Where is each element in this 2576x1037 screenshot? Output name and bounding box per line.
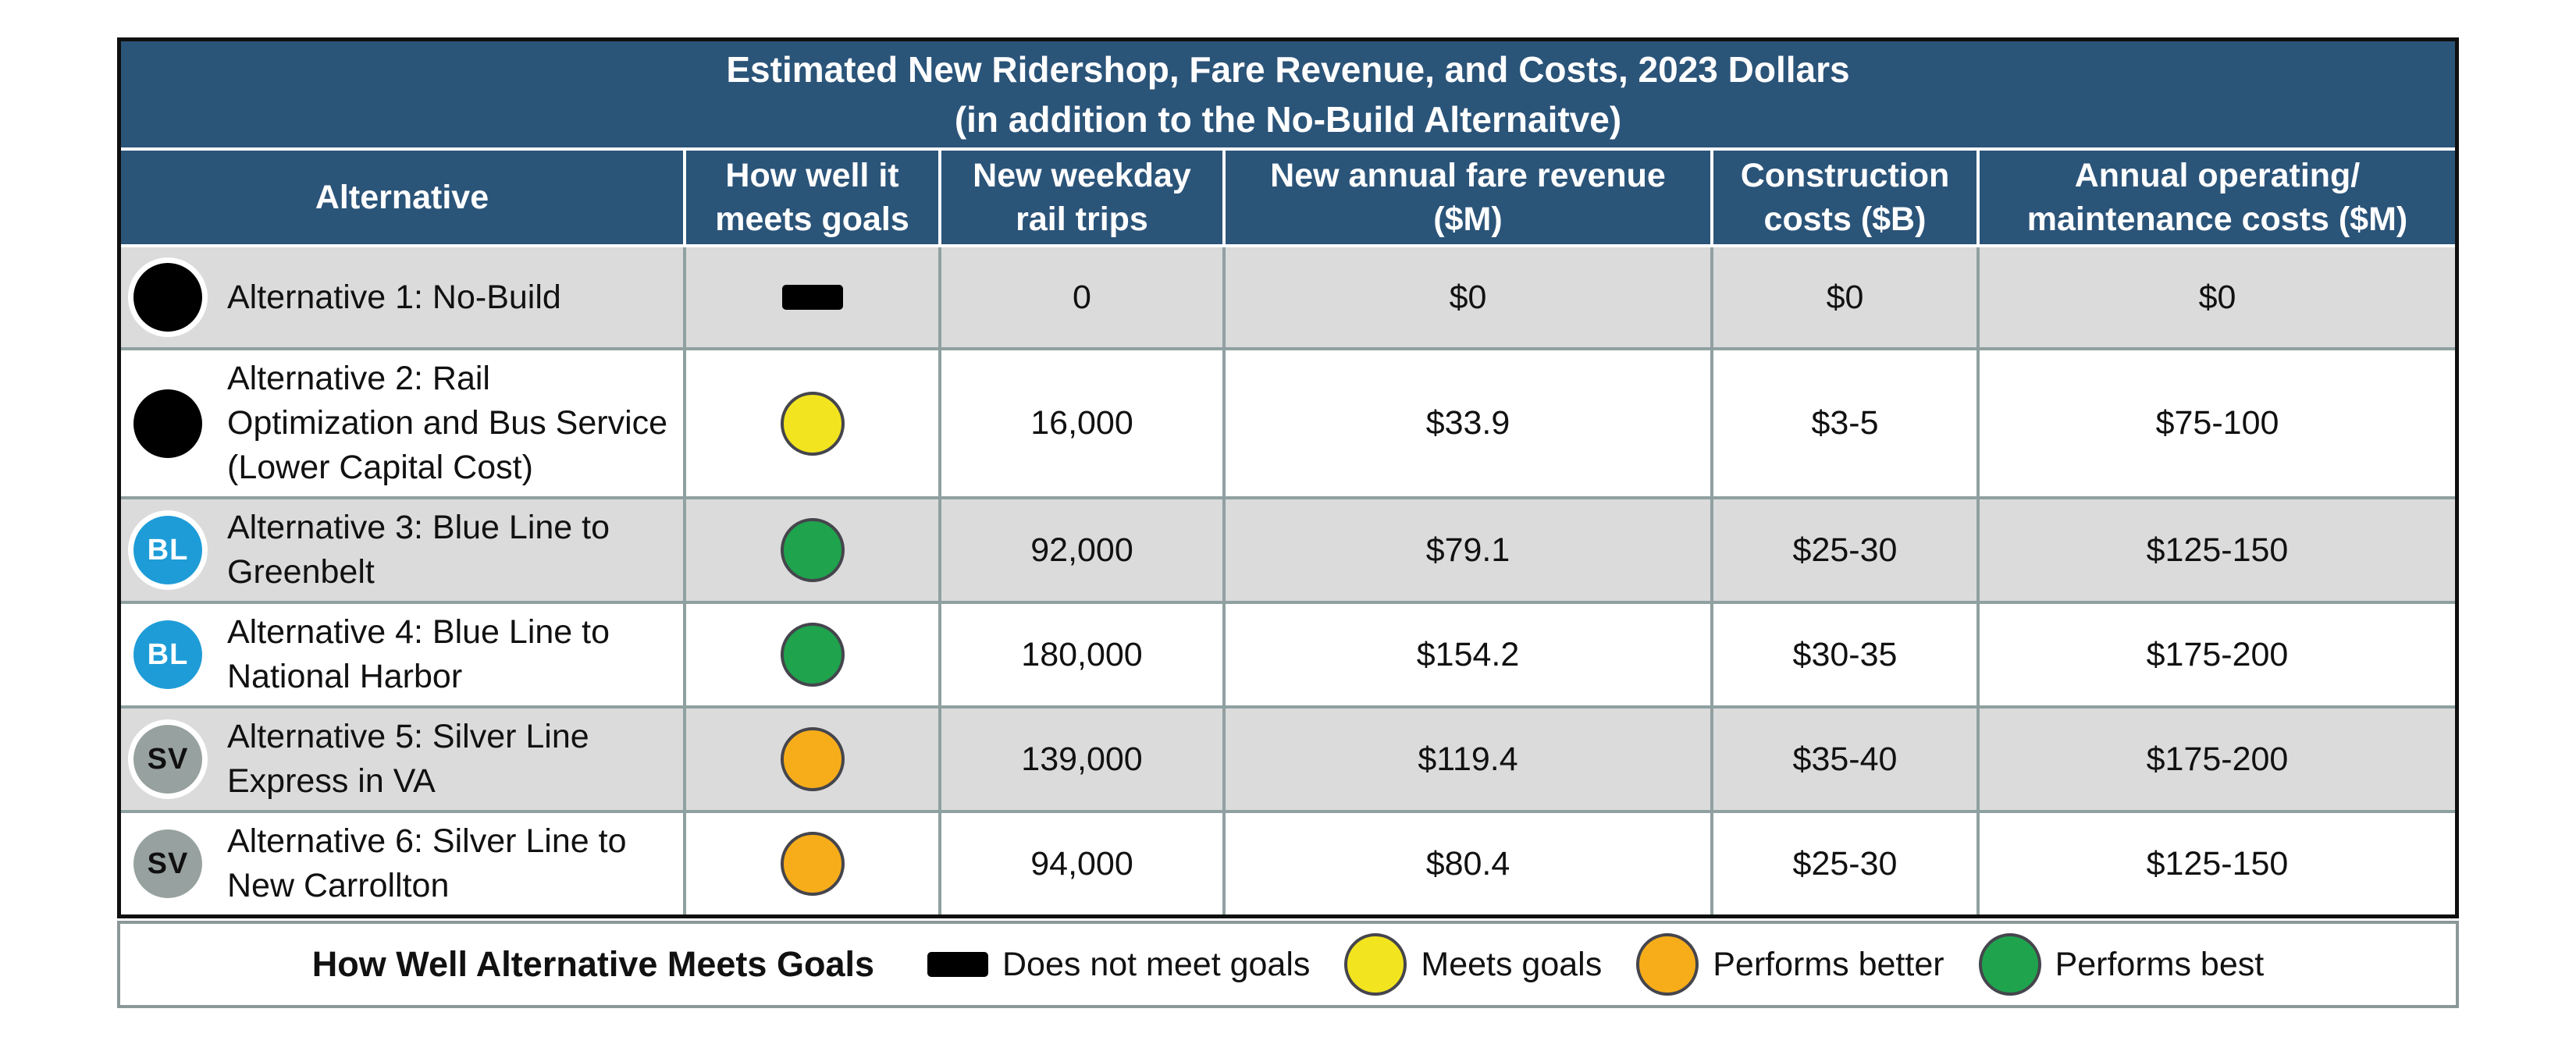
- legend-item: Does not meet goals: [927, 946, 1310, 984]
- legend-title: How Well Alternative Meets Goals: [311, 944, 874, 984]
- column-header-4: Construction costs ($B): [1713, 151, 1980, 244]
- legend-item-label: Does not meet goals: [1002, 945, 1311, 983]
- performs-best-icon: [780, 518, 845, 582]
- meets-goals-icon: [1344, 933, 1407, 996]
- cell-alternative: Alternative 2: Rail Optimization and Bus…: [121, 350, 686, 496]
- performs-better-icon: [1636, 933, 1699, 996]
- cell-rating: [686, 350, 941, 496]
- cell-operating-costs: $0: [2198, 278, 2236, 316]
- cell-alternative: BL Alternative 3: Blue Line to Greenbelt: [121, 499, 686, 601]
- column-header-3: New annual fare revenue ($M): [1226, 151, 1713, 244]
- alternative-name: Alternative 6: Silver Line to New Carrol…: [227, 822, 627, 904]
- cell-new-weekday-rail-trips: 180,000: [941, 604, 1226, 705]
- performs-best-icon: [1978, 933, 2041, 996]
- alternatives-table: Estimated New Ridershop, Fare Revenue, a…: [117, 37, 2459, 918]
- legend-item: Meets goals: [1344, 933, 1602, 996]
- table-header-row: Alternative How well it meets goals New we…: [121, 151, 2455, 247]
- cell-new-weekday-rail-trips: 94,000: [941, 813, 1226, 914]
- cell-new-annual-fare-revenue: $154.2: [1226, 604, 1713, 705]
- cell-construction-costs: $35-40: [1713, 708, 1980, 810]
- cell-construction-costs: $3-5: [1713, 350, 1980, 496]
- table-title: Estimated New Ridershop, Fare Revenue, a…: [121, 41, 2455, 151]
- legend-item-label: Performs better: [1713, 945, 1944, 983]
- dash-icon: [927, 952, 988, 977]
- cell-alternative: BL Alternative 4: Blue Line to National …: [121, 604, 686, 705]
- blue-line-icon: BL: [133, 516, 202, 584]
- cell-rating: [686, 247, 941, 347]
- performs-best-icon: [780, 623, 845, 687]
- cell-new-weekday-rail-trips: 16,000: [941, 350, 1226, 496]
- cell-operating-costs: $125-150: [2146, 844, 2289, 883]
- cell-new-weekday-rail-trips: 0: [941, 247, 1226, 347]
- table-row: SV Alternative 5: Silver Line Express in…: [121, 705, 2455, 810]
- alternative-name: Alternative 2: Rail Optimization and Bus…: [227, 360, 668, 486]
- cell-construction-costs: $30-35: [1713, 604, 1980, 705]
- cell-alternative: SV Alternative 6: Silver Line to New Car…: [121, 813, 686, 914]
- cell-new-weekday-rail-trips: 92,000: [941, 499, 1226, 601]
- meets-goals-icon: [780, 391, 845, 456]
- table-row: Alternative 2: Rail Optimization and Bus…: [121, 347, 2455, 496]
- cell-new-annual-fare-revenue: $80.4: [1226, 813, 1713, 914]
- cell-operating-costs: $75-100: [2155, 404, 2279, 442]
- cell-rating: [686, 813, 941, 914]
- column-header-1: How well it meets goals: [686, 151, 941, 244]
- cell-alternative: SV Alternative 5: Silver Line Express in…: [121, 708, 686, 810]
- silver-line-icon: SV: [133, 725, 202, 794]
- table-body: Alternative 1: No-Build 0 $0 $0 $0 Alter…: [121, 247, 2455, 914]
- legend-item-label: Performs best: [2055, 945, 2265, 983]
- table-row: BL Alternative 4: Blue Line to National …: [121, 601, 2455, 705]
- dash-icon: [781, 285, 843, 310]
- alternative-name: Alternative 3: Blue Line to Greenbelt: [227, 509, 610, 591]
- column-header-0: Alternative: [121, 151, 686, 244]
- legend-items: Does not meet goals Meets goals Performs b…: [927, 933, 2264, 996]
- table-title-line2: (in addition to the No-Build Alternaitve…: [954, 99, 1622, 140]
- cell-new-annual-fare-revenue: $79.1: [1226, 499, 1713, 601]
- cell-new-annual-fare-revenue: $33.9: [1226, 350, 1713, 496]
- legend-item: Performs best: [1978, 933, 2265, 996]
- black-circle-icon: [133, 389, 202, 458]
- performs-better-icon: [780, 832, 845, 896]
- cell-new-annual-fare-revenue: $119.4: [1226, 708, 1713, 810]
- table-row: BL Alternative 3: Blue Line to Greenbelt…: [121, 496, 2455, 601]
- cell-construction-costs: $25-30: [1713, 499, 1980, 601]
- performs-better-icon: [780, 727, 845, 791]
- legend-box: How Well Alternative Meets Goals Does no…: [117, 921, 2459, 1008]
- cell-rating: [686, 499, 941, 601]
- alternative-name: Alternative 4: Blue Line to National Har…: [227, 613, 610, 695]
- cell-rating: [686, 604, 941, 705]
- cell-rating: [686, 708, 941, 810]
- cell-alternative: Alternative 1: No-Build: [121, 247, 686, 347]
- cell-operating-costs: $175-200: [2146, 635, 2289, 673]
- column-header-2: New weekday rail trips: [941, 151, 1226, 244]
- cell-construction-costs: $0: [1713, 247, 1980, 347]
- table-row: Alternative 1: No-Build 0 $0 $0 $0: [121, 247, 2455, 347]
- legend-item-label: Meets goals: [1421, 945, 1603, 983]
- cell-operating-costs: $125-150: [2146, 531, 2289, 569]
- table-row: SV Alternative 6: Silver Line to New Car…: [121, 810, 2455, 914]
- legend-item: Performs better: [1636, 933, 1944, 996]
- cell-construction-costs: $25-30: [1713, 813, 1980, 914]
- alternative-name: Alternative 5: Silver Line Express in VA: [227, 718, 589, 800]
- column-header-5: Annual operating/ maintenance costs ($M): [2026, 157, 2408, 238]
- cell-operating-costs: $175-200: [2146, 740, 2289, 778]
- silver-line-icon: SV: [133, 829, 202, 898]
- cell-new-annual-fare-revenue: $0: [1226, 247, 1713, 347]
- black-circle-icon: [133, 263, 202, 332]
- alternative-name: Alternative 1: No-Build: [227, 278, 561, 316]
- blue-line-icon: BL: [133, 620, 202, 689]
- cell-new-weekday-rail-trips: 139,000: [941, 708, 1226, 810]
- table-title-line1: Estimated New Ridershop, Fare Revenue, a…: [726, 49, 1850, 90]
